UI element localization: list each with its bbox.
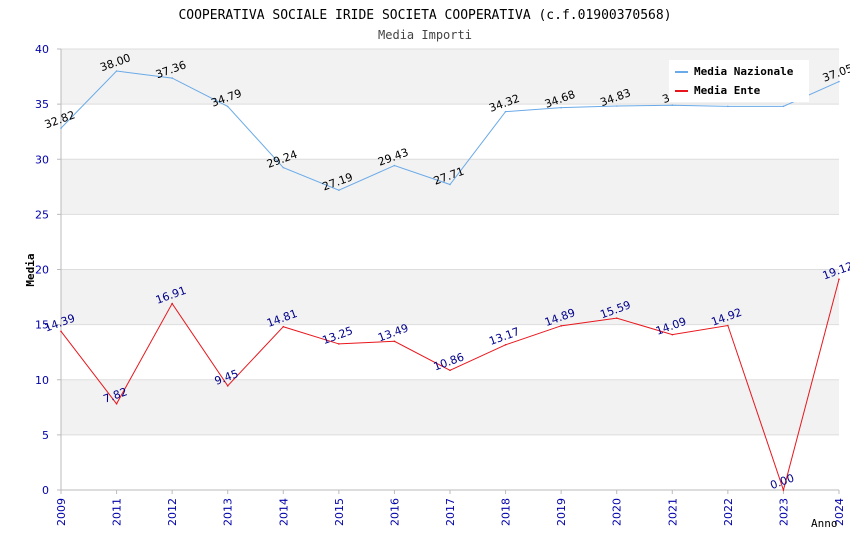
y-axis-ticks: 0 5 10 15 20 25 30 35 40: [35, 43, 61, 497]
x-tick-label: 2015: [333, 498, 346, 526]
data-point: [727, 105, 729, 108]
y-tick-label: 10: [35, 374, 49, 387]
y-tick-label: 5: [42, 429, 49, 442]
y-tick-label: 35: [35, 98, 49, 111]
data-point: [393, 340, 396, 343]
plot-band: [61, 379, 839, 435]
x-tick-label: 2019: [555, 498, 568, 526]
data-point: [727, 324, 729, 327]
y-tick-label: 25: [35, 208, 49, 221]
data-point: [504, 344, 507, 346]
y-tick-label: 15: [35, 319, 49, 332]
data-point: [226, 385, 229, 387]
data-point: [504, 110, 507, 113]
legend-label-media-ente: Media Ente: [694, 84, 761, 97]
data-point: [615, 105, 618, 107]
x-tick-label: 2024: [833, 498, 846, 526]
y-tick-label: 40: [35, 43, 49, 56]
x-tick-label: 2012: [166, 498, 179, 526]
x-tick-label: 2023: [777, 498, 790, 526]
x-tick-label: 2018: [500, 498, 513, 526]
data-point: [560, 106, 562, 109]
data-point: [60, 330, 62, 333]
x-tick-label: 2009: [55, 498, 68, 526]
chart-title: COOPERATIVA SOCIALE IRIDE SOCIETA COOPER…: [178, 8, 671, 23]
data-point: [671, 333, 674, 336]
data-point: [671, 104, 674, 107]
data-point: [560, 325, 562, 327]
x-tick-label: 2020: [611, 498, 624, 526]
data-point: [393, 164, 396, 167]
data-point: [115, 70, 118, 72]
data-point: [282, 166, 285, 169]
y-tick-label: 0: [42, 484, 49, 497]
data-point: [338, 189, 340, 192]
data-point: [338, 343, 340, 345]
plot-band: [61, 159, 839, 215]
y-tick-label: 30: [35, 153, 49, 166]
chart-subtitle: Media Importi: [378, 28, 472, 42]
data-point: [838, 80, 840, 83]
legend-label-media-nazionale: Media Nazionale: [694, 65, 794, 78]
data-point: [615, 317, 618, 319]
x-tick-label: 2016: [388, 498, 401, 526]
data-point: [449, 183, 451, 186]
x-tick-label: 2021: [666, 498, 679, 526]
data-point: [838, 278, 840, 281]
legend: Media Nazionale Media Ente: [669, 60, 809, 102]
x-tick-label: 2017: [444, 498, 457, 526]
y-tick-label: 20: [35, 264, 49, 277]
data-point: [171, 77, 173, 79]
data-point: [60, 127, 62, 129]
plot-band: [61, 269, 839, 325]
y-axis-label: Media: [24, 253, 37, 286]
x-axis-ticks: 2009 2011 2012 2013 2014 2015 2016 2017 2018 2019…: [55, 490, 846, 526]
data-point: [782, 489, 785, 491]
data-point: [282, 325, 285, 328]
x-tick-label: 2022: [722, 498, 735, 526]
x-tick-label: 2014: [277, 498, 290, 526]
legend-box: [669, 60, 809, 102]
data-point: [449, 369, 451, 372]
data-point: [115, 402, 118, 405]
data-point: [171, 302, 173, 305]
x-axis-label: Anno: [811, 517, 838, 530]
data-point: [782, 105, 785, 108]
grid-lines: [61, 48, 839, 491]
x-tick-label: 2011: [111, 498, 124, 526]
x-tick-label: 2013: [222, 498, 235, 526]
data-point: [226, 105, 229, 108]
